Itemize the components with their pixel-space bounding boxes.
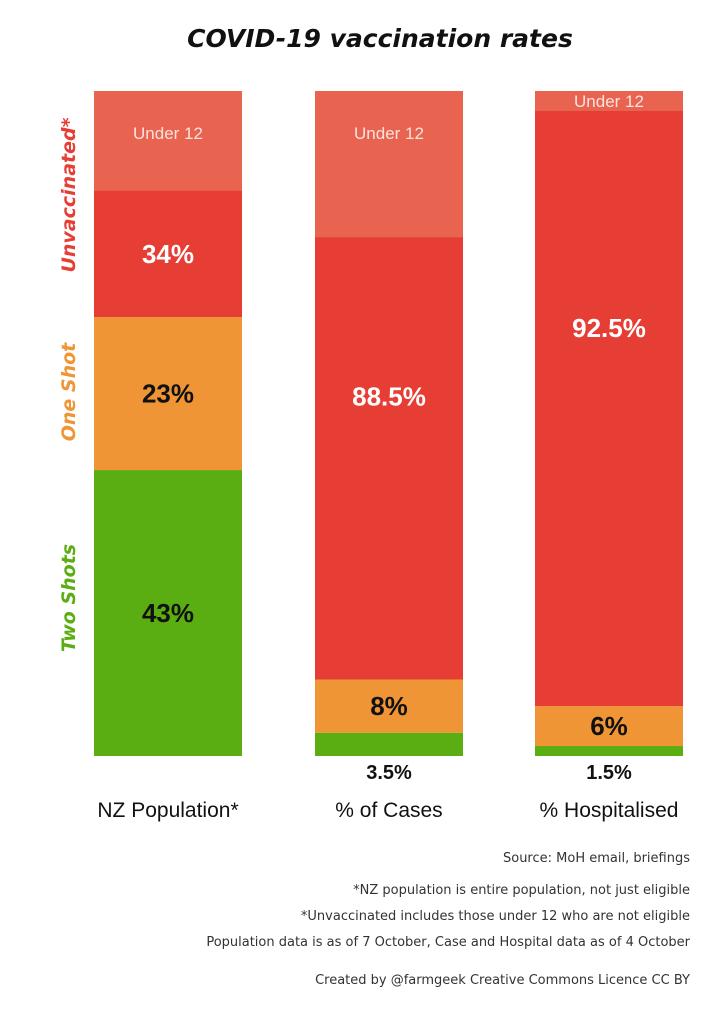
under-12-label: Under 12 xyxy=(354,124,424,143)
bar-hospitalised-one-shot xyxy=(535,706,683,747)
category-labels: NZ Population* % of Cases % Hospitalised xyxy=(97,799,678,822)
source-note: Source: MoH email, briefings xyxy=(503,851,690,866)
bar-nz-population-one-shot xyxy=(94,317,242,471)
bar-hospitalised-two-shots xyxy=(535,746,683,756)
legend-one-shot: One Shot xyxy=(58,342,80,441)
data-label-hospitalised-unvaccinated: 92.5% xyxy=(572,313,646,343)
under-12-label: Under 12 xyxy=(574,92,644,111)
data-label-nz-population-one-shot: 23% xyxy=(142,379,194,409)
data-label-of-cases-unvaccinated: 88.5% xyxy=(352,381,426,411)
bar-of-cases-one-shot xyxy=(315,679,463,733)
legend-two-shots: Two Shots xyxy=(58,544,80,652)
bar-group: 43% 23% Under 12 34% 3.5% 8% Under 12 88.5% 1.5%… xyxy=(94,91,683,784)
data-label-hospitalised-one-shot: 6% xyxy=(590,711,628,741)
bar-nz-population-two-shots xyxy=(94,470,242,756)
data-label-hospitalised-two-shots: 1.5% xyxy=(586,762,632,784)
under-12-label: Under 12 xyxy=(133,124,203,143)
legend-unvaccinated: Unvaccinated* xyxy=(58,117,80,272)
category-label-nz-population: NZ Population* xyxy=(97,799,238,822)
chart-title: COVID-19 vaccination rates xyxy=(187,24,573,53)
data-label-of-cases-two-shots: 3.5% xyxy=(366,762,412,784)
bar-hospitalised-unvaccinated xyxy=(535,91,683,707)
category-label-hospitalised: % Hospitalised xyxy=(540,799,679,822)
bar-of-cases-two-shots xyxy=(315,732,463,756)
bar-of-cases-under-12 xyxy=(315,91,463,238)
credit-line: Created by @farmgeek Creative Commons Li… xyxy=(315,973,690,988)
footnote-dates: Population data is as of 7 October, Case… xyxy=(206,935,690,950)
footnote-unvaccinated: *Unvaccinated includes those under 12 wh… xyxy=(301,909,690,924)
category-label-of-cases: % of Cases xyxy=(335,799,442,822)
data-label-nz-population-two-shots: 43% xyxy=(142,598,194,628)
bar-nz-population-under-12 xyxy=(94,91,242,191)
data-label-of-cases-one-shot: 8% xyxy=(370,691,408,721)
bar-hospitalised-under-12 xyxy=(535,91,683,111)
data-label-nz-population-unvaccinated: 34% xyxy=(142,239,194,269)
footnote-population: *NZ population is entire population, not… xyxy=(353,883,690,898)
